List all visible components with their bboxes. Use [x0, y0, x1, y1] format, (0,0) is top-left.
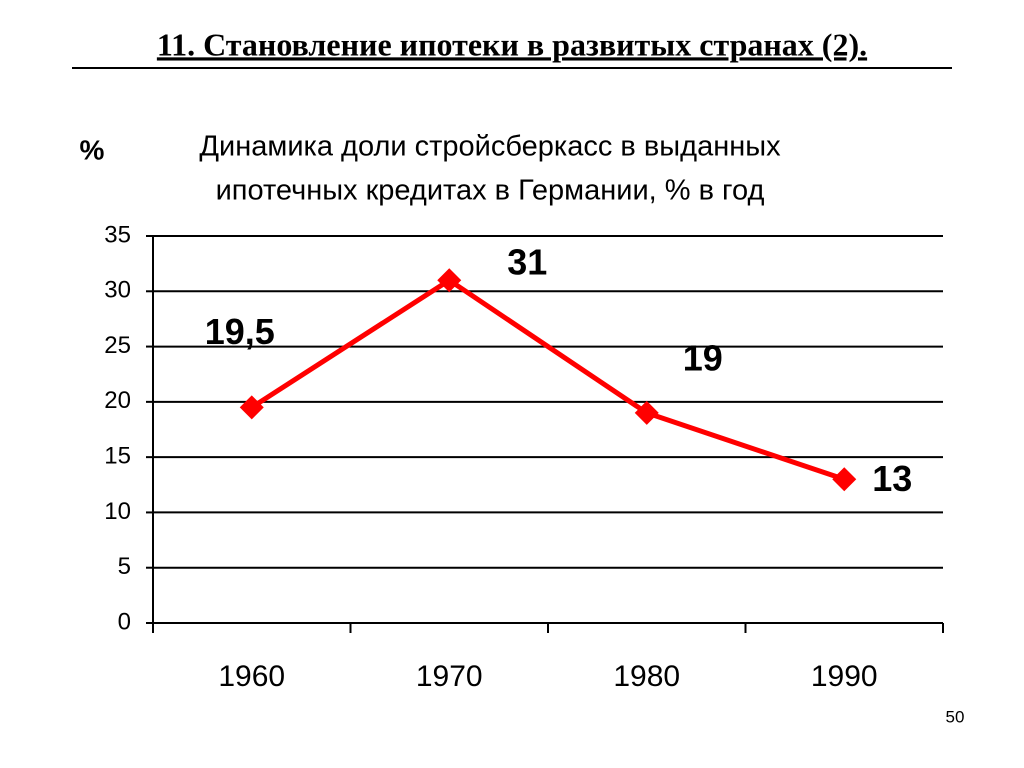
y-tick-label: 0 [118, 608, 131, 635]
line [250, 277, 846, 482]
chart-title: Динамика доли стройсберкасс в выданных [199, 131, 781, 163]
x-tick-label: 1980 [613, 660, 680, 693]
y-tick-label: 15 [104, 442, 131, 469]
marker [832, 467, 857, 492]
x-tick-label: 1970 [416, 660, 483, 693]
marker [437, 268, 462, 293]
slide-title: 11. Становление ипотеки в развитых стран… [157, 26, 867, 62]
chart-title: ипотечных кредитах в Германии, % в год [216, 175, 765, 207]
data-label: 13 [872, 458, 912, 499]
x-tick-label: 1990 [811, 660, 878, 693]
y-tick-label: 30 [104, 277, 131, 304]
marker [239, 395, 264, 420]
data-label: 19,5 [205, 311, 275, 352]
x-tick-label: 1960 [218, 660, 285, 693]
y-tick-label: 20 [104, 387, 131, 414]
page-number: 50 [946, 707, 965, 726]
data-label: 19 [683, 337, 723, 378]
y-tick-label: 25 [104, 332, 131, 359]
y-tick-label: 5 [118, 553, 131, 580]
y-tick-label: 10 [104, 498, 131, 525]
marker [634, 400, 659, 425]
y-tick-label: 35 [104, 221, 131, 248]
data-label: 31 [507, 242, 547, 283]
y-axis-label: % [80, 134, 105, 165]
